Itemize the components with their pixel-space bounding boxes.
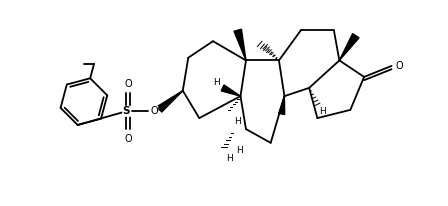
Polygon shape — [234, 29, 246, 60]
Text: S: S — [123, 106, 130, 116]
Text: H: H — [236, 146, 242, 154]
Text: O: O — [125, 79, 132, 89]
Text: O: O — [125, 134, 132, 144]
Text: H: H — [234, 117, 241, 126]
Text: H: H — [213, 77, 220, 87]
Text: H: H — [319, 107, 326, 116]
Polygon shape — [221, 85, 241, 96]
Text: O: O — [396, 61, 403, 71]
Polygon shape — [279, 96, 284, 115]
Polygon shape — [157, 91, 183, 112]
Text: O: O — [150, 106, 158, 116]
Polygon shape — [339, 34, 359, 60]
Text: H: H — [226, 154, 233, 163]
